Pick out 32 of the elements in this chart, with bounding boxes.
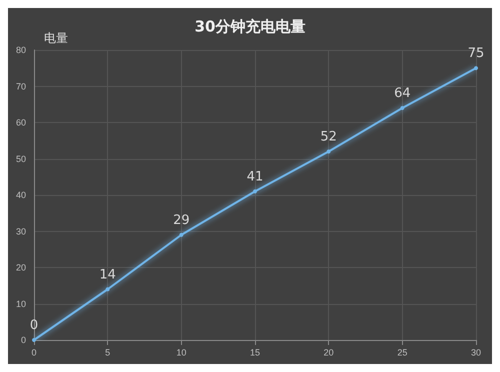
- y-tick-label: 70: [16, 81, 26, 92]
- x-tick-label: 0: [31, 348, 37, 358]
- x-tick-label: 5: [105, 348, 110, 358]
- y-tick-label: 50: [16, 154, 26, 164]
- y-axis-title: 电量: [44, 31, 68, 45]
- y-tick-label: 60: [16, 118, 26, 128]
- y-tick-label: 20: [16, 262, 26, 272]
- x-tick-label: 25: [397, 348, 408, 358]
- point: [474, 66, 478, 70]
- data-label: 52: [320, 130, 337, 144]
- y-tick-label: 40: [16, 190, 26, 200]
- y-tick-label: 80: [16, 45, 26, 55]
- x-tick-label: 10: [176, 348, 186, 358]
- y-tick-label: 10: [16, 298, 26, 309]
- x-tick-label: 15: [250, 348, 260, 358]
- point: [253, 189, 257, 194]
- data-label: 0: [30, 318, 38, 333]
- data-label: 29: [173, 212, 190, 228]
- data-label: 75: [468, 46, 484, 62]
- x-tick-label: 20: [324, 348, 334, 358]
- point: [106, 287, 110, 292]
- data-label: 41: [246, 169, 264, 184]
- y-tick-label: 30: [16, 226, 26, 236]
- point: [400, 106, 404, 110]
- chart-title: 30分钟充电电量: [194, 18, 306, 36]
- point: [326, 150, 331, 154]
- point: [179, 232, 184, 237]
- y-tick-label: 0: [20, 335, 26, 345]
- data-label: 64: [394, 86, 411, 101]
- x-tick-label: 30: [470, 348, 482, 358]
- data-label: 14: [99, 267, 116, 282]
- point: [32, 338, 36, 342]
